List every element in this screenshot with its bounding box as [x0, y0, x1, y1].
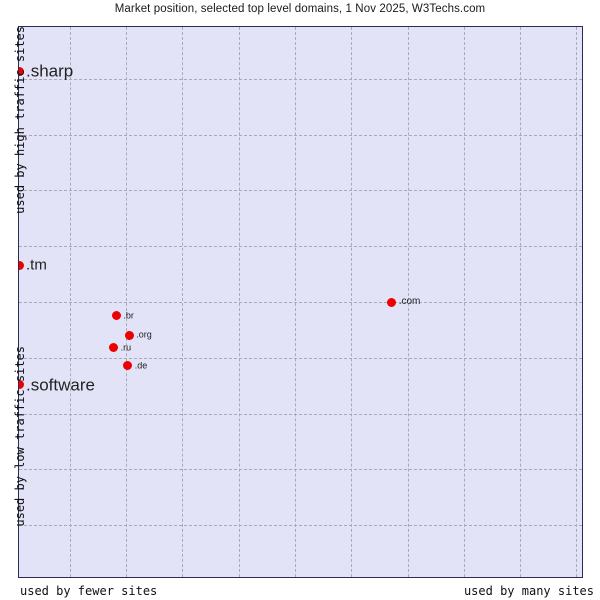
plot-area: .sharp .tm .software .br .org .ru .de .com [18, 26, 583, 578]
point-label: .sharp [26, 61, 74, 81]
y-axis-label-low: used by low traffic sites [13, 346, 27, 527]
gridline-horizontal [19, 134, 582, 136]
point-marker-icon [19, 66, 24, 76]
chart-title: Market position, selected top level doma… [114, 3, 486, 15]
point-marker-icon [19, 260, 24, 270]
point-marker-icon [109, 343, 119, 353]
point-label: .software [26, 375, 95, 394]
point-label: .de [134, 360, 148, 371]
point-marker-icon [123, 361, 133, 371]
gridline-horizontal [19, 413, 582, 415]
point-marker-icon [19, 380, 24, 389]
y-axis-label-high: used by high traffic sites [13, 26, 27, 214]
point-marker-icon [111, 311, 121, 321]
gridline-horizontal [19, 246, 582, 248]
gridline-horizontal [19, 79, 582, 81]
x-axis-label-right: used by many sites [463, 584, 594, 598]
point-label: .br [123, 310, 134, 321]
gridline-horizontal [19, 469, 582, 471]
point-label: .ru [120, 342, 132, 353]
gridline-horizontal [19, 190, 582, 192]
x-axis-label-left: used by fewer sites [20, 584, 158, 598]
point-marker-icon [387, 297, 397, 307]
gridline-horizontal [19, 302, 582, 303]
point-marker-icon [124, 330, 134, 340]
point-label: .com [398, 296, 421, 307]
point-label: .tm [26, 256, 47, 274]
gridline-horizontal [19, 524, 582, 526]
gridline-horizontal [19, 357, 582, 359]
point-label: .org [136, 329, 152, 340]
